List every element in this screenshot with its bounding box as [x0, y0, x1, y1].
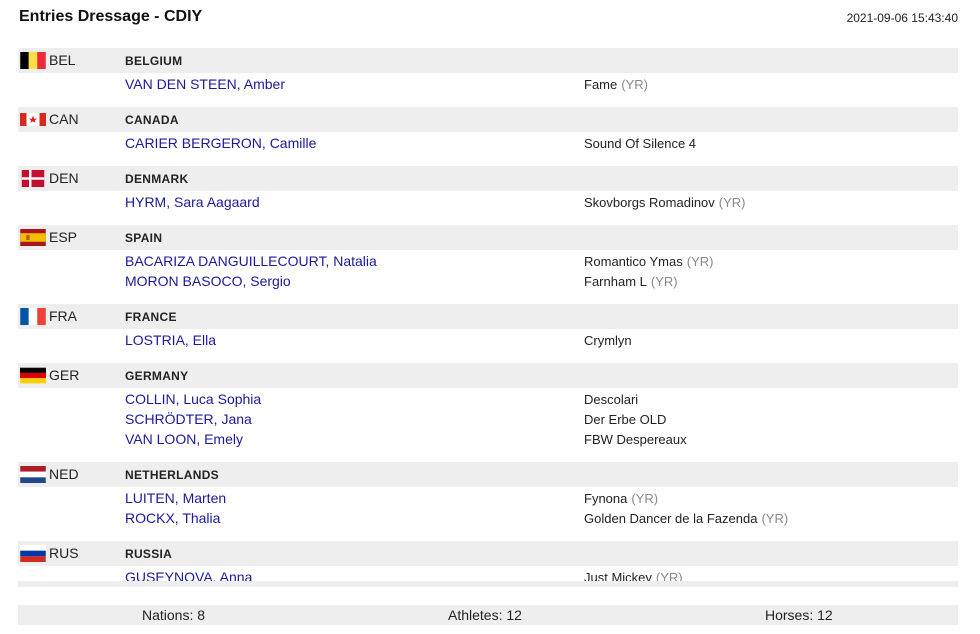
- entry-row: BACARIZA DANGUILLECOURT, Natalia Romantic…: [18, 252, 958, 272]
- nation-block: GER GERMANY COLLIN, Luca Sophia Descolari SC…: [18, 363, 958, 450]
- young-rider-tag: (YR): [761, 511, 789, 526]
- nation-block: FRA FRANCE LOSTRIA, Ella Crymlyn: [18, 304, 958, 351]
- young-rider-tag: (YR): [621, 77, 648, 92]
- nation-name: NETHERLANDS: [125, 468, 219, 482]
- summary-footer: Nations: 8 Athletes: 12 Horses: 12: [18, 605, 958, 625]
- horse-cell: Fame (YR): [584, 77, 648, 92]
- horse-name: Descolari: [584, 392, 639, 407]
- nation-block: NED NETHERLANDS LUITEN, Marten Fynona (YR) RO…: [18, 462, 958, 529]
- entry-row: MORON BASOCO, Sergio Farnham L (YR): [18, 272, 958, 292]
- nation-header: BEL BELGIUM: [18, 48, 958, 73]
- horses-count: Horses: 12: [765, 607, 833, 623]
- horse-name: Crymlyn: [584, 333, 632, 348]
- horse-cell: Sound Of Silence 4: [584, 136, 696, 151]
- athlete-link[interactable]: COLLIN, Luca Sophia: [125, 391, 262, 407]
- horse-cell: Crymlyn: [584, 333, 632, 348]
- entry-row: COLLIN, Luca Sophia Descolari: [18, 390, 958, 410]
- entry-row: SCHRÖDTER, Jana Der Erbe OLD: [18, 410, 958, 430]
- athlete-link[interactable]: CARIER BERGERON, Camille: [125, 135, 317, 151]
- horse-name: Fynona: [584, 491, 628, 506]
- horse-name: Farnham L: [584, 274, 647, 289]
- nation-block: DEN DENMARK HYRM, Sara Aagaard Skovborgs Ro…: [18, 166, 958, 213]
- nation-header: CAN CANADA: [18, 107, 958, 132]
- russia-flag-icon: [20, 545, 46, 562]
- germany-flag-icon: [20, 367, 46, 384]
- page-title: Entries Dressage - CDIY: [19, 8, 203, 25]
- nation-header: ESP SPAIN: [18, 225, 958, 250]
- list-end-divider: [18, 581, 958, 587]
- entry-row: CARIER BERGERON, Camille Sound Of Silence…: [18, 134, 958, 154]
- nation-header: DEN DENMARK: [18, 166, 958, 191]
- nation-code: ESP: [49, 229, 78, 245]
- report-timestamp: 2021-09-06 15:43:40: [846, 11, 958, 25]
- nation-name: DENMARK: [125, 172, 189, 186]
- entry-row: VAN LOON, Emely FBW Despereaux: [18, 430, 958, 450]
- athlete-link[interactable]: MORON BASOCO, Sergio: [125, 273, 291, 289]
- nation-code: CAN: [49, 111, 79, 127]
- nation-block: RUS RUSSIA GUSEYNOVA, Anna Just Mickey (YR): [18, 541, 958, 588]
- horse-cell: Skovborgs Romadinov (YR): [584, 195, 746, 210]
- nation-name: CANADA: [125, 113, 179, 127]
- nation-block: ESP SPAIN BACARIZA DANGUILLECOURT, Natalia…: [18, 225, 958, 292]
- nations-list: BEL BELGIUM VAN DEN STEEN, Amber Fame (YR) CA…: [18, 48, 958, 600]
- nation-name: SPAIN: [125, 231, 163, 245]
- entry-row: LOSTRIA, Ella Crymlyn: [18, 331, 958, 351]
- horse-cell: Farnham L (YR): [584, 274, 678, 289]
- nation-name: BELGIUM: [125, 54, 183, 68]
- horse-cell: Descolari: [584, 392, 638, 407]
- nation-name: RUSSIA: [125, 547, 173, 561]
- canada-flag-icon: [20, 111, 46, 128]
- nation-code: FRA: [49, 308, 77, 324]
- belgium-flag-icon: [20, 52, 46, 69]
- entry-row: VAN DEN STEEN, Amber Fame (YR): [18, 75, 958, 95]
- athlete-link[interactable]: SCHRÖDTER, Jana: [125, 411, 252, 427]
- entry-row: LUITEN, Marten Fynona (YR): [18, 489, 958, 509]
- athlete-link[interactable]: LOSTRIA, Ella: [125, 332, 217, 348]
- athletes-count: Athletes: 12: [448, 607, 522, 623]
- athlete-link[interactable]: VAN LOON, Emely: [125, 431, 243, 447]
- horse-cell: Fynona (YR): [584, 491, 658, 506]
- athlete-link[interactable]: HYRM, Sara Aagaard: [125, 194, 260, 210]
- nation-name: GERMANY: [125, 369, 189, 383]
- horse-name: Romantico Ymas: [584, 254, 683, 269]
- nation-code: BEL: [49, 52, 76, 68]
- spain-flag-icon: [20, 229, 46, 246]
- horse-name: Der Erbe OLD: [584, 412, 667, 427]
- nation-code: GER: [49, 367, 80, 383]
- horse-cell: Romantico Ymas (YR): [584, 254, 713, 269]
- nation-name: FRANCE: [125, 310, 177, 324]
- horse-name: Fame: [584, 77, 618, 92]
- entry-row: ROCKX, Thalia Golden Dancer de la Fazenda…: [18, 509, 958, 529]
- athlete-link[interactable]: ROCKX, Thalia: [125, 510, 221, 526]
- nation-code: NED: [49, 466, 79, 482]
- nation-header: RUS RUSSIA: [18, 541, 958, 566]
- athlete-link[interactable]: VAN DEN STEEN, Amber: [125, 76, 286, 92]
- athlete-link[interactable]: BACARIZA DANGUILLECOURT, Natalia: [125, 253, 377, 269]
- netherlands-flag-icon: [20, 466, 46, 483]
- nation-block: CAN CANADA CARIER BERGERON, Camille Sound O…: [18, 107, 958, 154]
- nation-code: DEN: [49, 170, 79, 186]
- horse-name: Sound Of Silence 4: [584, 136, 697, 151]
- horse-name: FBW Despereaux: [584, 432, 687, 447]
- horse-name: Golden Dancer de la Fazenda: [584, 511, 758, 526]
- nation-header: GER GERMANY: [18, 363, 958, 388]
- young-rider-tag: (YR): [686, 254, 714, 269]
- horse-name: Skovborgs Romadinov: [584, 195, 715, 210]
- nation-block: BEL BELGIUM VAN DEN STEEN, Amber Fame (YR): [18, 48, 958, 95]
- horse-cell: FBW Despereaux: [584, 432, 687, 447]
- nation-header: NED NETHERLANDS: [18, 462, 958, 487]
- entry-row: HYRM, Sara Aagaard Skovborgs Romadinov (YR…: [18, 193, 958, 213]
- athlete-link[interactable]: LUITEN, Marten: [125, 490, 227, 506]
- france-flag-icon: [20, 308, 46, 325]
- horse-cell: Golden Dancer de la Fazenda (YR): [584, 511, 788, 526]
- denmark-flag-icon: [20, 170, 46, 187]
- nations-count: Nations: 8: [142, 607, 206, 623]
- young-rider-tag: (YR): [718, 195, 746, 210]
- young-rider-tag: (YR): [650, 274, 678, 289]
- horse-cell: Der Erbe OLD: [584, 412, 666, 427]
- young-rider-tag: (YR): [631, 491, 659, 506]
- nation-header: FRA FRANCE: [18, 304, 958, 329]
- nation-code: RUS: [49, 545, 79, 561]
